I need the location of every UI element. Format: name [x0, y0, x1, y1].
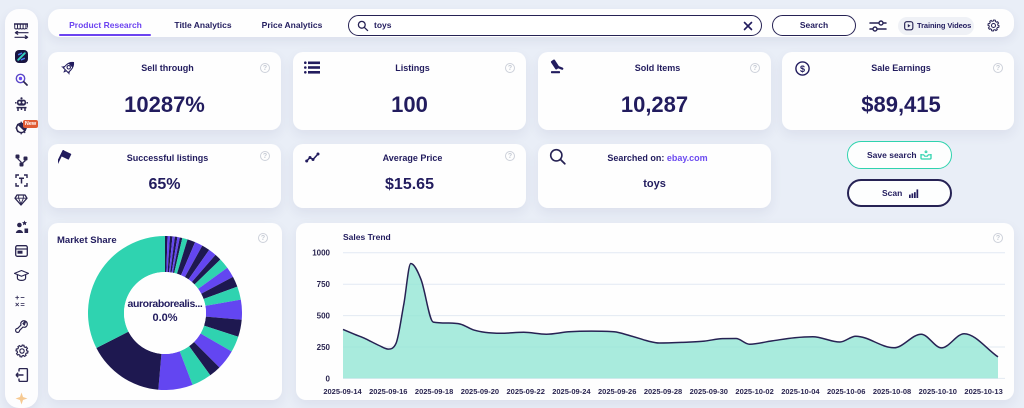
- svg-text:2025-09-20: 2025-09-20: [461, 387, 499, 396]
- svg-text:2025-10-06: 2025-10-06: [827, 387, 865, 396]
- svg-text:2025-09-26: 2025-09-26: [598, 387, 636, 396]
- svg-text:2025-09-22: 2025-09-22: [507, 387, 545, 396]
- svg-text:2025-09-24: 2025-09-24: [552, 387, 591, 396]
- svg-text:250: 250: [317, 343, 331, 352]
- svg-text:2025-10-04: 2025-10-04: [781, 387, 820, 396]
- svg-text:2025-09-30: 2025-09-30: [690, 387, 728, 396]
- svg-text:2025-10-13: 2025-10-13: [964, 387, 1002, 396]
- svg-text:2025-09-18: 2025-09-18: [415, 387, 453, 396]
- svg-text:2025-09-16: 2025-09-16: [369, 387, 407, 396]
- svg-text:$: $: [800, 64, 805, 74]
- svg-text:0: 0: [326, 374, 331, 383]
- svg-text:2025-09-28: 2025-09-28: [644, 387, 682, 396]
- svg-text:750: 750: [317, 280, 331, 289]
- svg-text:2025-09-14: 2025-09-14: [323, 387, 362, 396]
- svg-text:2025-10-10: 2025-10-10: [919, 387, 957, 396]
- svg-text:2025-10-02: 2025-10-02: [735, 387, 773, 396]
- svg-text:1000: 1000: [312, 249, 330, 258]
- svg-text:2025-10-08: 2025-10-08: [873, 387, 911, 396]
- svg-text:500: 500: [317, 312, 331, 321]
